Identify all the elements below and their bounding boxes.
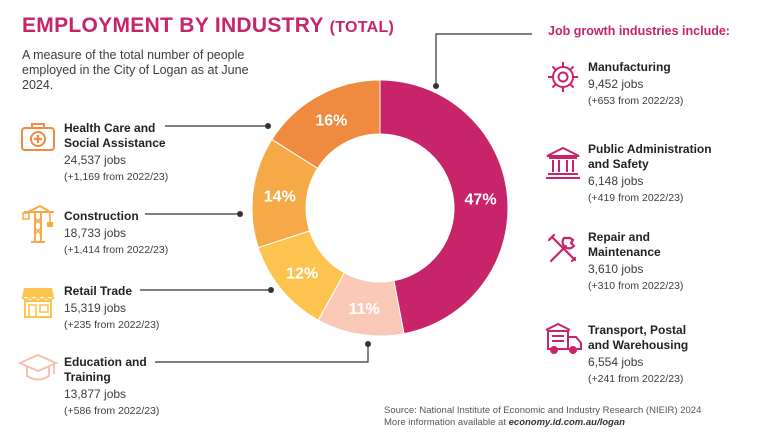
storefront-icon (21, 288, 55, 318)
industry-growth: (+1,414 from 2022/23) (64, 244, 169, 256)
gear-icon (548, 62, 578, 92)
title-main: EMPLOYMENT BY INDUSTRY (22, 14, 324, 37)
industry-jobs: 9,452 jobs (588, 77, 644, 91)
industry-name: Education and (64, 355, 147, 369)
industry-name: and Warehousing (588, 338, 689, 352)
industry-transport: Transport, Postal and Warehousing 6,554 … (588, 323, 778, 386)
leader-dot-retail (268, 287, 274, 293)
industry-name: Public Administration (588, 142, 712, 156)
donut-label-4: 16% (315, 112, 347, 129)
donut-label-2: 12% (286, 265, 318, 282)
leader-line-education (155, 344, 369, 363)
industry-name: Manufacturing (588, 60, 671, 74)
industry-name: and Safety (588, 157, 649, 171)
donut-slice-4 (271, 79, 381, 170)
industry-repair-maintenance: Repair and Maintenance 3,610 jobs (+310 … (588, 230, 778, 293)
crane-icon (22, 204, 54, 243)
industry-growth: (+1,169 from 2022/23) (64, 171, 169, 183)
donut-label-1: 11% (349, 301, 380, 318)
industry-health-care: Health Care and Social Assistance 24,537… (64, 121, 244, 184)
industry-growth: (+241 from 2022/23) (588, 373, 684, 385)
source-note: Source: National Institute of Economic a… (384, 405, 701, 429)
leader-dot-education (365, 341, 371, 347)
growth-heading: Job growth industries include: (548, 24, 730, 38)
leader-dot-health-care (265, 123, 271, 129)
graduation-cap-icon (18, 353, 58, 381)
donut (251, 79, 509, 337)
industry-jobs: 15,319 jobs (64, 301, 127, 315)
industry-name: Maintenance (588, 245, 661, 259)
more-info-line: More information available at economy.id… (384, 417, 701, 429)
industry-jobs: 18,733 jobs (64, 226, 127, 240)
industry-public-administration: Public Administration and Safety 6,148 j… (588, 142, 778, 205)
title-sub: (TOTAL) (329, 19, 395, 36)
donut-slice-0 (379, 79, 509, 335)
industry-name: Transport, Postal (588, 323, 687, 337)
industry-name: Health Care and (64, 121, 156, 135)
tools-icon (547, 233, 577, 263)
more-info-prefix: More information available at (384, 417, 509, 428)
industry-name: Training (64, 370, 111, 384)
description: A measure of the total number of people … (22, 48, 249, 92)
industry-construction: Construction 18,733 jobs (+1,414 from 20… (64, 209, 244, 257)
industry-name: Construction (64, 209, 139, 223)
industry-jobs: 6,554 jobs (588, 355, 644, 369)
truck-icon (545, 322, 582, 354)
leader-dot-growth (433, 83, 439, 89)
industry-jobs: 13,877 jobs (64, 387, 127, 401)
industry-retail-trade: Retail Trade 15,319 jobs (+235 from 2022… (64, 284, 244, 332)
donut-label-0: 47% (465, 191, 497, 208)
leader-dot-construction (237, 211, 243, 217)
industry-growth: (+419 from 2022/23) (588, 192, 684, 204)
industry-name: Social Assistance (64, 136, 166, 150)
donut-labels: 47% 11% 12% 14% 16% (264, 112, 497, 317)
page-title: EMPLOYMENT BY INDUSTRY (TOTAL) (22, 14, 394, 38)
more-info-link[interactable]: economy.id.com.au/logan (508, 417, 625, 428)
government-building-icon (546, 146, 580, 179)
industry-jobs: 3,610 jobs (588, 262, 644, 276)
industry-growth: (+235 from 2022/23) (64, 319, 160, 331)
industry-education: Education and Training 13,877 jobs (+586… (64, 355, 244, 418)
industry-growth: (+586 from 2022/23) (64, 405, 160, 417)
industry-jobs: 6,148 jobs (588, 174, 644, 188)
industry-name: Repair and (588, 230, 651, 244)
leader-line-growth (435, 33, 532, 86)
industry-manufacturing: Manufacturing 9,452 jobs (+653 from 2022… (588, 60, 778, 108)
first-aid-kit-icon (21, 123, 55, 151)
donut-label-3: 14% (264, 188, 296, 205)
industry-jobs: 24,537 jobs (64, 153, 127, 167)
leader-lines (140, 33, 532, 363)
industry-growth: (+310 from 2022/23) (588, 280, 684, 292)
source-line: Source: National Institute of Economic a… (384, 405, 702, 416)
industry-name: Retail Trade (64, 284, 133, 298)
industry-growth: (+653 from 2022/23) (588, 95, 684, 107)
